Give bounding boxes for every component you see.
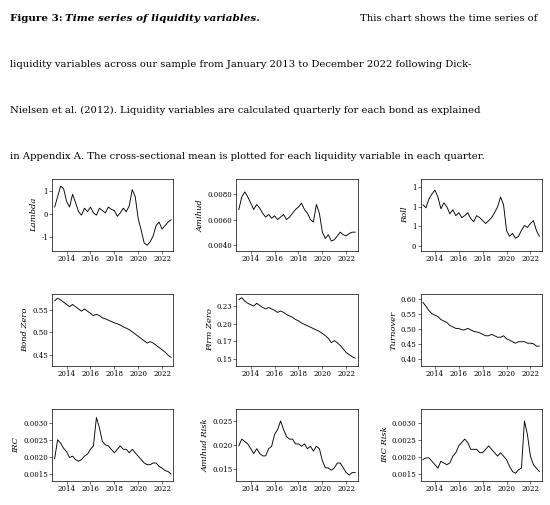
Text: in Appendix A. The cross-sectional mean is plotted for each liquidity variable i: in Appendix A. The cross-sectional mean … [10, 153, 485, 162]
Y-axis label: IRC Risk: IRC Risk [381, 427, 389, 463]
Text: Nielsen et al. (2012). Liquidity variables are calculated quarterly for each bon: Nielsen et al. (2012). Liquidity variabl… [10, 106, 480, 116]
Y-axis label: Roll: Roll [401, 207, 409, 223]
Text: Figure 3:: Figure 3: [10, 14, 63, 23]
Y-axis label: Lambda: Lambda [30, 198, 38, 232]
Text: This chart shows the time series of: This chart shows the time series of [360, 14, 538, 23]
Y-axis label: Firm Zero: Firm Zero [206, 309, 214, 351]
Y-axis label: Bond Zero: Bond Zero [21, 308, 30, 352]
Text: liquidity variables across our sample from January 2013 to December 2022 followi: liquidity variables across our sample fr… [10, 60, 471, 69]
Y-axis label: Amihud: Amihud [197, 199, 205, 231]
Y-axis label: Amihud Risk: Amihud Risk [201, 418, 209, 472]
Y-axis label: IRC: IRC [13, 437, 20, 453]
Text: Time series of liquidity variables.: Time series of liquidity variables. [65, 14, 260, 23]
Y-axis label: Turnover: Turnover [390, 311, 398, 349]
